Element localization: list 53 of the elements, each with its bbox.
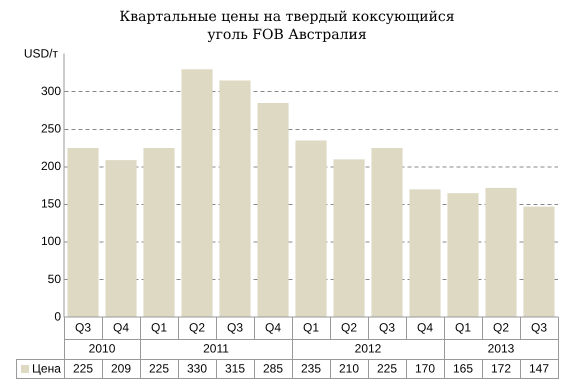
data-label: 285	[262, 361, 284, 376]
bar	[447, 193, 479, 316]
x-tick-label: Q1	[303, 320, 320, 335]
x-tick-label: Q3	[227, 320, 244, 335]
y-tick-label: 300	[40, 84, 62, 98]
x-tick-label: Q2	[341, 320, 358, 335]
x-tick-label: Q3	[530, 320, 548, 335]
y-tick-label: 250	[40, 122, 62, 136]
y-tick-label: 50	[48, 272, 62, 286]
bar	[485, 188, 517, 316]
bar	[219, 80, 251, 316]
bar	[333, 159, 365, 316]
data-label: 225	[149, 361, 170, 376]
data-label: 235	[300, 361, 322, 376]
y-tick-label: 100	[40, 234, 62, 248]
chart-title: Квартальные цены на твердый коксующийся уголь FOB Австралия	[118, 8, 456, 44]
x-tick-label: Q4	[265, 320, 282, 335]
bar	[181, 69, 213, 316]
bar	[67, 148, 99, 316]
y-tick-label: 0	[54, 309, 62, 324]
x-tick-label: Q2	[492, 320, 510, 335]
data-label: 225	[376, 361, 398, 376]
data-label: 209	[111, 361, 132, 376]
x-tick-label: Q1	[151, 320, 168, 335]
y-tick-label: 200	[40, 159, 62, 174]
y-tick-label: 150	[40, 196, 62, 211]
bar	[257, 103, 289, 316]
bar	[409, 189, 441, 316]
data-label: 147	[528, 361, 550, 376]
text: 2012	[354, 341, 382, 356]
data-label: 172	[490, 361, 512, 376]
data-label: 165	[452, 361, 474, 376]
y-axis-title: USD/т	[24, 46, 59, 61]
data-label: 315	[225, 361, 246, 376]
data-label: 225	[73, 361, 94, 376]
x-tick-label: Q4	[417, 320, 434, 335]
x-tick-label: Q4	[113, 320, 130, 335]
text: 2011	[203, 341, 230, 356]
text: 2010	[88, 341, 116, 356]
bar	[143, 148, 175, 316]
bar	[105, 160, 137, 316]
bar	[523, 206, 555, 316]
bar	[295, 140, 327, 316]
data-label: 330	[187, 361, 208, 376]
bar	[371, 148, 403, 316]
x-tick-label: Q3	[379, 320, 396, 335]
x-tick-label: Q2	[189, 320, 206, 335]
x-tick-label: Q1	[454, 320, 472, 335]
data-label: 210	[338, 361, 360, 376]
data-label: 170	[414, 361, 436, 376]
legend-label: Цена	[32, 361, 62, 376]
text: 2013	[488, 341, 515, 356]
x-tick-label: Q3	[75, 320, 92, 335]
